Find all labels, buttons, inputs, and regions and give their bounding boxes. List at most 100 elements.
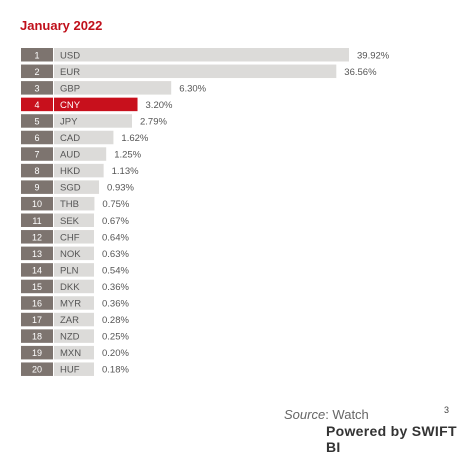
source-label: Source xyxy=(284,407,326,422)
rank-label: 8 xyxy=(34,166,39,176)
bar xyxy=(54,196,95,211)
value-label: 0.63% xyxy=(102,249,129,260)
category-label: ZAR xyxy=(60,315,79,326)
bar xyxy=(54,230,94,244)
value-label: 0.18% xyxy=(102,365,129,376)
rank-box xyxy=(21,130,53,145)
bar xyxy=(54,296,94,310)
rank-label: 16 xyxy=(32,299,42,309)
page-number: 3 xyxy=(444,405,450,415)
rank-box xyxy=(21,180,53,194)
category-label: USD xyxy=(60,50,80,61)
rank-box xyxy=(21,362,53,376)
value-label: 0.25% xyxy=(102,332,129,343)
rank-box xyxy=(21,163,53,178)
value-label: 1.13% xyxy=(112,166,139,177)
bar xyxy=(54,263,94,277)
value-label: 0.20% xyxy=(102,348,129,359)
bar xyxy=(54,147,107,161)
category-label: HUF xyxy=(60,365,80,376)
rank-label: 4 xyxy=(34,100,39,110)
category-label: PLN xyxy=(60,265,79,276)
category-label: GBP xyxy=(60,83,80,94)
rank-box xyxy=(21,48,53,62)
rank-label: 2 xyxy=(34,67,39,77)
category-label: DKK xyxy=(60,282,80,293)
bar xyxy=(54,114,132,128)
bar-chart: 1 USD 39.92% 2 EUR 36.56% 3 GBP 6.30% 4 CNY 3.20% 5 J… xyxy=(21,48,390,376)
rank-box xyxy=(21,329,53,343)
rank-box xyxy=(21,97,53,112)
category-label: HKD xyxy=(60,166,80,177)
chart-title: January 2022 xyxy=(20,18,103,33)
value-label: 0.67% xyxy=(102,216,129,227)
value-label: 39.92% xyxy=(357,50,390,61)
rank-label: 18 xyxy=(32,332,42,342)
rank-label: 19 xyxy=(32,348,42,358)
rank-label: 1 xyxy=(34,50,39,60)
bar xyxy=(54,246,94,261)
category-label: MYR xyxy=(60,299,81,310)
value-label: 0.36% xyxy=(102,299,129,310)
category-label: AUD xyxy=(60,150,80,161)
category-label: CNY xyxy=(60,100,81,111)
bar xyxy=(54,81,172,95)
rank-label: 11 xyxy=(32,216,41,226)
rank-label: 7 xyxy=(34,150,39,160)
value-label: 0.75% xyxy=(102,199,129,210)
source-note: Source: Watch xyxy=(284,407,369,422)
rank-label: 14 xyxy=(32,265,42,275)
bar xyxy=(54,312,94,327)
rank-label: 6 xyxy=(34,133,39,143)
value-label: 0.64% xyxy=(102,232,129,243)
value-label: 6.30% xyxy=(179,83,206,94)
value-label: 0.93% xyxy=(107,183,134,194)
category-label: MXN xyxy=(60,348,81,359)
category-label: SEK xyxy=(60,216,80,227)
rank-label: 13 xyxy=(32,249,42,259)
bar xyxy=(54,329,94,343)
bar xyxy=(54,130,114,145)
rank-label: 3 xyxy=(34,83,39,93)
rank-box xyxy=(21,296,53,310)
category-label: EUR xyxy=(60,67,80,78)
bar xyxy=(54,279,94,294)
bar xyxy=(54,163,104,178)
value-label: 2.79% xyxy=(140,116,167,127)
category-label: CAD xyxy=(60,133,80,144)
value-label: 1.25% xyxy=(114,150,141,161)
category-label: JPY xyxy=(60,116,78,127)
category-label: SGD xyxy=(60,183,81,194)
rank-box xyxy=(21,263,53,277)
rank-box xyxy=(21,114,53,128)
category-label: CHF xyxy=(60,232,80,243)
category-label: NZD xyxy=(60,332,80,343)
category-label: NOK xyxy=(60,249,81,260)
category-label: THB xyxy=(60,199,79,210)
bar xyxy=(54,345,94,360)
rank-label: 20 xyxy=(32,365,42,375)
rank-label: 10 xyxy=(32,199,42,209)
powered-by: Powered by SWIFT BI xyxy=(326,423,457,455)
value-label: 0.28% xyxy=(102,315,129,326)
value-label: 0.54% xyxy=(102,265,129,276)
rank-box xyxy=(21,345,53,360)
rank-box xyxy=(21,147,53,161)
rank-label: 17 xyxy=(32,315,42,325)
rank-label: 9 xyxy=(34,183,39,193)
bar xyxy=(54,213,94,227)
value-label: 36.56% xyxy=(344,67,377,78)
bar xyxy=(54,97,138,112)
value-label: 3.20% xyxy=(146,100,173,111)
bar xyxy=(54,64,337,79)
rank-box xyxy=(21,279,53,294)
value-label: 0.36% xyxy=(102,282,129,293)
rank-box xyxy=(21,64,53,79)
rank-box xyxy=(21,81,53,95)
rank-label: 5 xyxy=(34,116,39,126)
value-label: 1.62% xyxy=(121,133,148,144)
bar xyxy=(54,48,349,62)
rank-box xyxy=(21,213,53,227)
bar xyxy=(54,180,100,194)
rank-label: 15 xyxy=(32,282,42,292)
